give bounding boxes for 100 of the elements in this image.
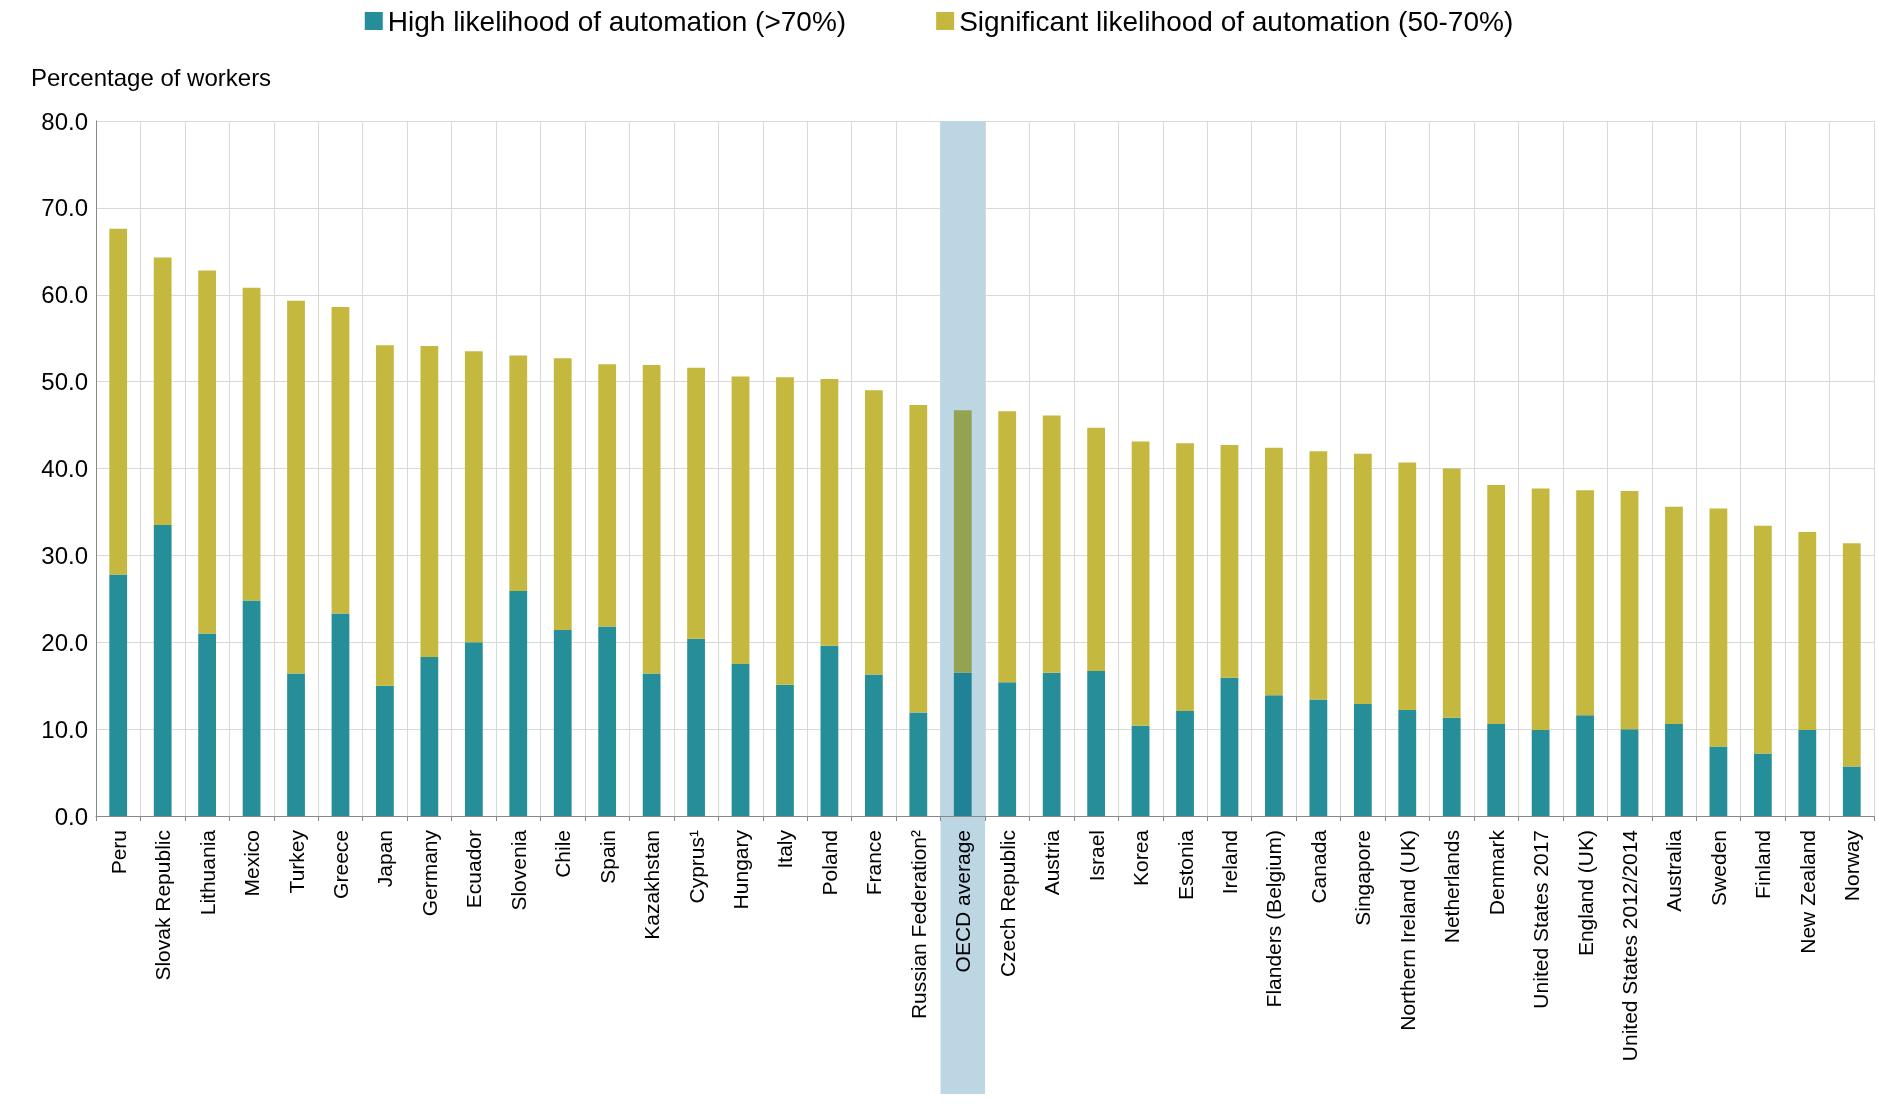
bar (1442, 468, 1461, 718)
x-tick-label: Slovenia (506, 829, 530, 911)
x-tick-label: Cyprus¹ (684, 830, 708, 904)
x-tick-label: Lithuania (195, 829, 219, 916)
bar (1398, 710, 1417, 816)
bar (1665, 723, 1683, 816)
x-tick-label: Austria (1040, 829, 1064, 896)
bar (1265, 695, 1283, 816)
bar (687, 638, 705, 816)
x-tick-label: Ireland (1217, 830, 1241, 895)
bar (598, 626, 617, 816)
bar (242, 287, 261, 601)
bar (953, 410, 972, 673)
x-tick-label: Mexico (240, 830, 264, 897)
bar (1709, 746, 1728, 816)
bar (1087, 427, 1106, 671)
y-tick-label: 40.0 (41, 455, 88, 482)
bar (1042, 415, 1061, 673)
bar (864, 390, 883, 675)
x-tick-label: Finland (1751, 830, 1775, 899)
bar (1842, 766, 1861, 816)
y-tick-label: 10.0 (41, 715, 88, 743)
bar (1487, 485, 1506, 724)
bar (1398, 462, 1417, 711)
bar (642, 365, 661, 674)
x-tick-label: Singapore (1351, 830, 1375, 926)
x-tick-label: Peru (106, 830, 130, 875)
bar (109, 228, 128, 575)
x-tick-label: Czech Republic (995, 830, 1019, 978)
bar (198, 270, 217, 634)
bar (1042, 672, 1061, 816)
x-tick-label: Norway (1840, 829, 1864, 902)
x-tick-label: New Zealand (1795, 830, 1819, 954)
bar (1442, 717, 1461, 816)
bar (242, 600, 261, 816)
x-tick-label: Hungary (729, 829, 753, 910)
x-tick-label: Northern Ireland (UK) (1395, 830, 1419, 1031)
bar (998, 411, 1017, 683)
bar (776, 684, 794, 816)
bar (1176, 443, 1194, 711)
bar (1531, 488, 1550, 730)
x-tick-label: England (UK) (1573, 830, 1597, 957)
bar (1665, 506, 1683, 724)
x-tick-label: Slovak Republic (151, 830, 175, 981)
bar (1220, 445, 1239, 678)
x-tick-label: Germany (417, 829, 441, 917)
bar (1576, 490, 1594, 716)
bar (642, 673, 661, 816)
bar (1353, 703, 1372, 816)
bar (420, 657, 439, 816)
x-tick-label: Australia (1662, 829, 1686, 912)
bar (909, 405, 928, 713)
y-axis-title: Percentage of workers (31, 63, 272, 91)
bar (1709, 508, 1728, 747)
x-tick-label: Canada (1306, 829, 1330, 904)
y-tick-label: 30.0 (41, 541, 88, 569)
bar (1176, 710, 1194, 816)
bar (1131, 441, 1150, 726)
bar (198, 633, 217, 816)
bar (1753, 753, 1772, 816)
bar (1309, 699, 1328, 816)
bar (598, 364, 617, 627)
bar (776, 377, 794, 685)
bar (1842, 543, 1861, 767)
bar (109, 574, 128, 816)
bar (731, 663, 750, 816)
x-tick-label: OECD average (951, 830, 975, 973)
bar (1265, 447, 1283, 696)
y-tick-label: 20.0 (41, 628, 88, 656)
bar (1309, 451, 1328, 700)
y-tick-label: 70.0 (41, 194, 88, 222)
y-tick-label: 0.0 (54, 802, 88, 830)
bar (1353, 453, 1372, 704)
bar (820, 645, 839, 816)
bar (553, 630, 572, 816)
x-tick-label: Japan (373, 830, 397, 888)
x-tick-label: Chile (551, 830, 575, 878)
bar (1131, 725, 1150, 816)
bar (864, 674, 883, 816)
y-tick-label: 80.0 (41, 107, 88, 135)
bar (553, 358, 572, 631)
x-tick-label: Israel (1084, 830, 1108, 882)
bar (1620, 491, 1639, 730)
bar (909, 712, 928, 816)
x-tick-label: Turkey (284, 829, 308, 894)
legend-label: High likelihood of automation (>70%) (387, 5, 847, 37)
bar (1798, 729, 1817, 816)
bar (1753, 525, 1772, 754)
x-tick-label: Greece (328, 830, 352, 899)
x-tick-label: Russian Federation² (906, 829, 930, 1020)
bar (376, 345, 394, 686)
bar (1576, 715, 1594, 816)
legend-label: Significant likelihood of automation (50-70%) (959, 5, 1514, 37)
bar (1531, 729, 1550, 816)
bar (953, 672, 972, 816)
x-tick-label: Spain (595, 830, 619, 884)
x-tick-label: Italy (773, 829, 797, 869)
bar (1220, 677, 1239, 816)
bar (153, 257, 172, 525)
x-tick-label: Poland (817, 830, 841, 896)
